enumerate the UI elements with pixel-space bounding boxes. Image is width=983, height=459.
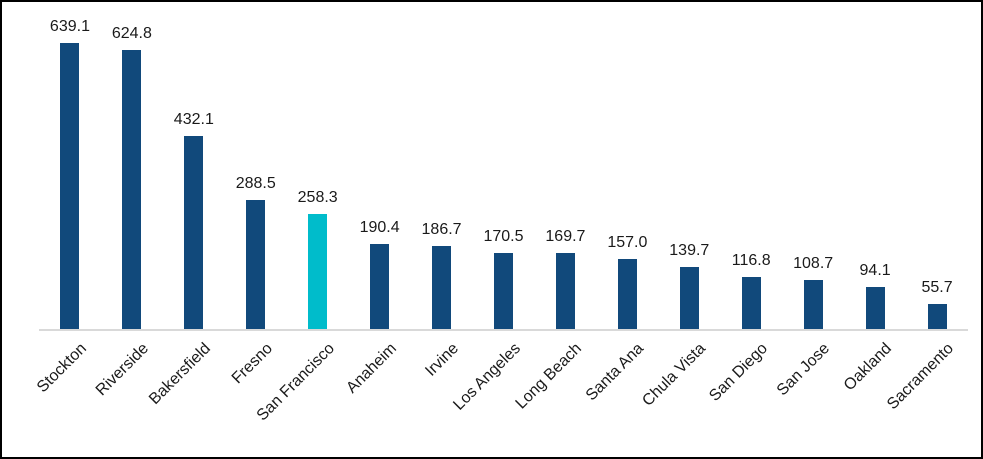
bar bbox=[679, 266, 699, 329]
bar bbox=[60, 43, 80, 329]
x-axis-label: Anaheim bbox=[342, 340, 400, 397]
x-axis-label: San Jose bbox=[773, 340, 834, 400]
bar-value-label: 432.1 bbox=[173, 110, 214, 128]
bar bbox=[927, 304, 947, 329]
bar-value-label: 190.4 bbox=[359, 218, 400, 236]
bar-value-label: 186.7 bbox=[421, 220, 462, 238]
x-axis-label: Los Angeles bbox=[449, 340, 524, 414]
bar-value-label: 157.0 bbox=[607, 233, 648, 251]
x-axis-label: Santa Ana bbox=[583, 340, 648, 405]
bar-value-label: 139.7 bbox=[669, 241, 710, 259]
bar-value-label: 624.8 bbox=[111, 24, 152, 42]
bar bbox=[865, 286, 885, 329]
bar bbox=[741, 276, 761, 329]
bar-value-label: 639.1 bbox=[49, 18, 90, 36]
x-axis-label: Riverside bbox=[92, 340, 152, 400]
bar bbox=[370, 243, 390, 329]
bar bbox=[246, 199, 266, 329]
x-axis-label: San Francisco bbox=[253, 340, 338, 425]
x-axis-label: Chula Vista bbox=[639, 340, 710, 410]
bar-value-label: 116.8 bbox=[731, 251, 771, 269]
bar bbox=[122, 49, 142, 329]
x-axis-label: Fresno bbox=[228, 340, 276, 388]
bar bbox=[184, 135, 204, 329]
bar-value-label: 288.5 bbox=[235, 174, 276, 192]
bar bbox=[555, 253, 575, 329]
x-axis-line bbox=[39, 329, 968, 331]
bar-value-label: 55.7 bbox=[921, 279, 953, 297]
x-axis-label: Long Beach bbox=[513, 340, 586, 413]
x-axis-label: San Diego bbox=[706, 340, 772, 405]
bar-value-label: 94.1 bbox=[859, 261, 891, 279]
x-axis-label: Irvine bbox=[421, 340, 462, 380]
bar-value-label: 258.3 bbox=[297, 188, 338, 206]
bar-value-label: 108.7 bbox=[793, 255, 834, 273]
x-axis-label: Oakland bbox=[840, 340, 896, 395]
bar bbox=[494, 252, 513, 329]
x-axis-label: Bakersfield bbox=[145, 340, 214, 408]
bar-value-label: 170.5 bbox=[483, 227, 524, 245]
bar bbox=[432, 245, 452, 329]
bar-value-label: 169.7 bbox=[545, 228, 586, 246]
bar bbox=[803, 280, 823, 329]
bar bbox=[617, 258, 637, 329]
x-axis-label: Sacramento bbox=[884, 340, 958, 414]
bar-highlighted bbox=[308, 213, 328, 329]
